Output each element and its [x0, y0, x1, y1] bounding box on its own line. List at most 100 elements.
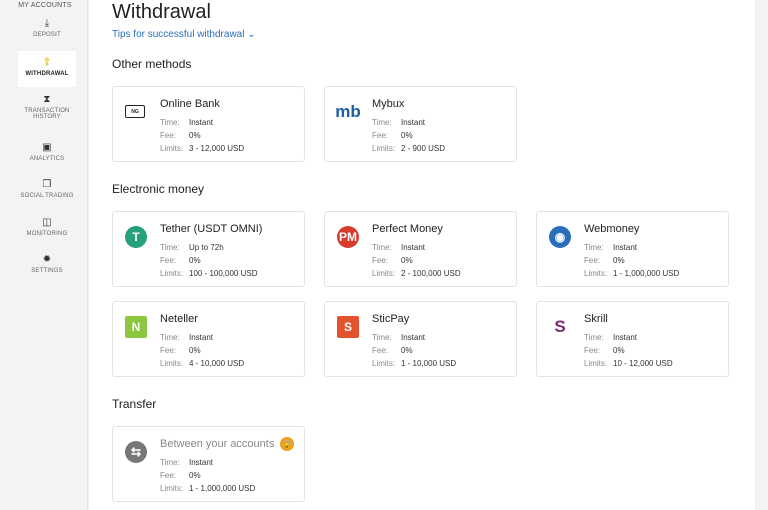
- method-card[interactable]: T Tether (USDT OMNI) Time: Up to 72h Fee:…: [112, 211, 305, 287]
- copy-icon: ❐: [42, 179, 52, 190]
- fee-label: Fee:: [584, 346, 601, 355]
- fee-value: 0%: [189, 256, 201, 265]
- method-name: Webmoney: [584, 223, 640, 235]
- limits-label: Limits:: [372, 144, 396, 153]
- chevron-down-icon: ⌄: [247, 29, 256, 40]
- nav-my-accounts[interactable]: MY ACCOUNTS: [18, 2, 72, 9]
- nav-withdrawal[interactable]: ⇪ WITHDRAWAL: [18, 51, 76, 87]
- fee-label: Fee:: [372, 346, 389, 355]
- fee-value: 0%: [401, 346, 413, 355]
- limits-label: Limits:: [584, 359, 608, 368]
- neteller-logo: N: [125, 316, 147, 338]
- method-name: Skrill: [584, 313, 608, 325]
- fee-label: Fee:: [584, 256, 601, 265]
- nav-settings[interactable]: ✹ SETTINGS: [18, 254, 76, 274]
- tips-link[interactable]: Tips for successful withdrawal ⌄: [112, 29, 256, 40]
- nav-transaction-history[interactable]: ⧗ TRANSACTION HISTORY: [18, 94, 76, 120]
- time-value: Instant: [613, 333, 638, 342]
- gear-icon: ✹: [42, 254, 52, 265]
- perfect-money-logo: PM: [337, 226, 359, 248]
- method-name: Perfect Money: [372, 223, 443, 235]
- limits-value: 3 - 12,000 USD: [189, 144, 245, 153]
- fee-value: 0%: [189, 346, 201, 355]
- time-label: Time:: [160, 243, 180, 252]
- main-content: Withdrawal Tips for successful withdrawa…: [89, 0, 755, 510]
- time-label: Time:: [160, 458, 180, 467]
- fee-value: 0%: [189, 131, 201, 140]
- webmoney-logo: ◉: [549, 226, 571, 248]
- limits-value: 1 - 1,000,000 USD: [613, 269, 680, 278]
- tether-logo: T: [125, 226, 147, 248]
- laptop-icon: NG: [125, 105, 145, 118]
- method-card[interactable]: ◉ Webmoney Time: Instant Fee: 0% Limits: 1 …: [536, 211, 729, 287]
- method-card[interactable]: PM Perfect Money Time: Instant Fee: 0% Lim…: [324, 211, 517, 287]
- time-label: Time:: [372, 333, 392, 342]
- monitor-icon: ◫: [42, 217, 52, 228]
- method-name: Mybux: [372, 98, 405, 110]
- sticpay-logo: S: [337, 316, 359, 338]
- mybux-logo: mb: [335, 102, 361, 121]
- time-label: Time:: [160, 118, 180, 127]
- limits-label: Limits:: [160, 144, 184, 153]
- method-name: Between your accounts: [160, 438, 275, 450]
- nav-social-trading[interactable]: ❐ SOCIAL TRADING: [14, 179, 80, 199]
- limits-value: 1 - 10,000 USD: [401, 359, 457, 368]
- fee-label: Fee:: [160, 346, 177, 355]
- method-card[interactable]: S Skrill Time: Instant Fee: 0% Limits: 10 -…: [536, 301, 729, 377]
- method-name: Tether (USDT OMNI): [160, 223, 263, 235]
- time-value: Instant: [189, 333, 214, 342]
- method-name: SticPay: [372, 313, 410, 325]
- nav-deposit[interactable]: ⤓ DEPOSIT: [18, 18, 76, 38]
- fee-label: Fee:: [160, 471, 177, 480]
- time-label: Time:: [584, 243, 604, 252]
- method-name: Neteller: [160, 313, 198, 325]
- limits-label: Limits:: [372, 359, 396, 368]
- fee-label: Fee:: [160, 256, 177, 265]
- time-value: Up to 72h: [189, 243, 224, 252]
- time-label: Time:: [372, 118, 392, 127]
- time-label: Time:: [372, 243, 392, 252]
- sidebar: MY ACCOUNTS ⤓ DEPOSIT ⇪ WITHDRAWAL ⧗ TRANSA…: [0, 0, 88, 510]
- limits-value: 2 - 900 USD: [401, 144, 446, 153]
- nav-monitoring[interactable]: ◫ MONITORING: [18, 217, 76, 237]
- limits-label: Limits:: [372, 269, 396, 278]
- time-value: Instant: [401, 243, 426, 252]
- time-value: Instant: [401, 333, 426, 342]
- section-title: Electronic money: [112, 182, 205, 196]
- skrill-logo: S: [554, 317, 566, 336]
- upload-icon: ⇪: [42, 57, 52, 68]
- method-card[interactable]: mb Mybux Time: Instant Fee: 0% Limits: 2 - …: [324, 86, 517, 162]
- fee-value: 0%: [613, 256, 625, 265]
- method-name: Online Bank: [160, 98, 220, 110]
- nav-analytics[interactable]: ▣ ANALYTICS: [18, 142, 76, 162]
- method-card[interactable]: NG Online Bank Time: Instant Fee: 0% Limit…: [112, 86, 305, 162]
- section-title: Transfer: [112, 397, 157, 411]
- fee-label: Fee:: [372, 256, 389, 265]
- time-value: Instant: [401, 118, 426, 127]
- time-value: Instant: [613, 243, 638, 252]
- fee-value: 0%: [613, 346, 625, 355]
- time-label: Time:: [160, 333, 180, 342]
- analytics-icon: ▣: [42, 142, 52, 153]
- limits-value: 1 - 1,000,000 USD: [189, 484, 256, 493]
- method-card[interactable]: N Neteller Time: Instant Fee: 0% Limits: 4 …: [112, 301, 305, 377]
- limits-label: Limits:: [160, 484, 184, 493]
- fee-value: 0%: [401, 256, 413, 265]
- limits-label: Limits:: [584, 269, 608, 278]
- time-value: Instant: [189, 118, 214, 127]
- time-value: Instant: [189, 458, 214, 467]
- page-title: Withdrawal: [112, 1, 211, 23]
- transfer-icon: ⇆: [125, 441, 147, 463]
- limits-value: 4 - 10,000 USD: [189, 359, 245, 368]
- limits-value: 100 - 100,000 USD: [189, 269, 258, 278]
- method-card[interactable]: S SticPay Time: Instant Fee: 0% Limits: 1 -…: [324, 301, 517, 377]
- hourglass-icon: ⧗: [43, 94, 51, 105]
- lock-icon: 🔒: [280, 437, 294, 451]
- download-icon: ⤓: [44, 18, 50, 29]
- fee-label: Fee:: [372, 131, 389, 140]
- time-label: Time:: [584, 333, 604, 342]
- fee-value: 0%: [401, 131, 413, 140]
- limits-label: Limits:: [160, 359, 184, 368]
- method-card[interactable]: ⇆ Between your accounts Time: Instant Fee…: [112, 426, 305, 502]
- fee-value: 0%: [189, 471, 201, 480]
